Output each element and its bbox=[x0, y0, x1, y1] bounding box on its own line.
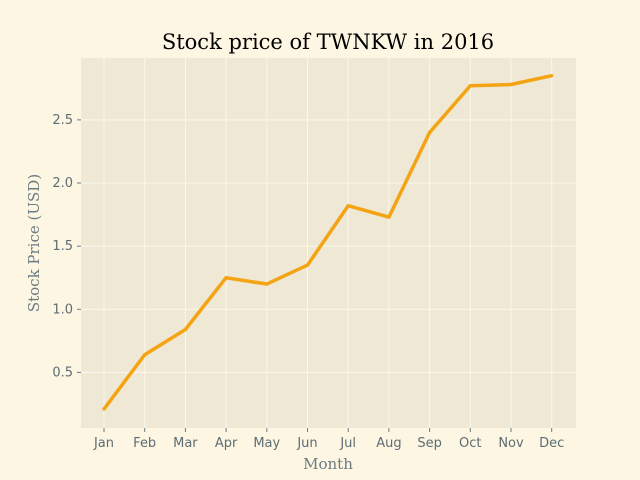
x-tick-label: Apr bbox=[215, 436, 238, 451]
x-tick-label: Aug bbox=[376, 436, 401, 451]
y-tick-labels: 0.5 1.0 1.5 2.0 2.5 bbox=[52, 113, 81, 381]
x-tick-label: Mar bbox=[173, 436, 198, 451]
y-tick-label: 0.5 bbox=[52, 365, 73, 380]
y-tick-label: 2.5 bbox=[52, 113, 73, 128]
data-point bbox=[184, 328, 187, 331]
y-tick-label: 1.5 bbox=[52, 239, 73, 254]
data-point bbox=[509, 83, 512, 86]
x-tick-label: Jun bbox=[296, 436, 317, 451]
y-tick-label: 1.0 bbox=[52, 302, 73, 317]
data-point bbox=[469, 84, 472, 87]
data-point bbox=[306, 263, 309, 266]
y-tick-label: 2.0 bbox=[52, 176, 73, 191]
x-tick-label: Jul bbox=[339, 436, 356, 451]
x-tick-label: Oct bbox=[459, 436, 481, 451]
data-point bbox=[347, 204, 350, 207]
data-point bbox=[265, 282, 268, 285]
y-axis-label: Stock Price (USD) bbox=[25, 174, 43, 312]
data-point bbox=[143, 353, 146, 356]
x-tick-label: Feb bbox=[133, 436, 156, 451]
x-axis-label: Month bbox=[303, 455, 353, 473]
x-tick-labels: Jan Feb Mar Apr May Jun Jul Aug Sep Oct Nov Dec bbox=[93, 428, 564, 451]
x-tick-label: Dec bbox=[539, 436, 564, 451]
data-point bbox=[387, 216, 390, 219]
data-point bbox=[225, 276, 228, 279]
x-tick-label: Nov bbox=[498, 436, 524, 451]
data-point bbox=[550, 74, 553, 77]
data-point bbox=[428, 131, 431, 134]
x-tick-label: May bbox=[253, 436, 280, 451]
data-point bbox=[102, 407, 105, 410]
x-tick-label: Jan bbox=[93, 436, 114, 451]
chart-title: Stock price of TWNKW in 2016 bbox=[162, 30, 494, 54]
x-tick-label: Sep bbox=[417, 436, 442, 451]
